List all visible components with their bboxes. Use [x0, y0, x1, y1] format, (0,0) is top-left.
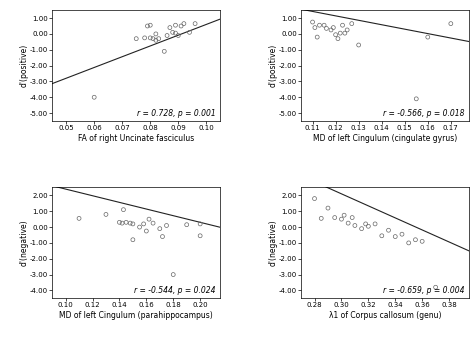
Point: [341, 31, 349, 36]
Point: [177, 23, 185, 29]
Point: [345, 220, 352, 226]
Point: [169, 272, 177, 277]
Y-axis label: d'(positive): d'(positive): [19, 44, 28, 87]
Point: [144, 23, 151, 29]
Point: [311, 25, 319, 30]
Point: [447, 21, 455, 26]
Point: [411, 237, 419, 242]
Point: [145, 216, 153, 222]
Point: [141, 35, 148, 41]
Point: [122, 220, 130, 225]
Point: [355, 42, 363, 48]
Point: [143, 228, 150, 234]
Point: [337, 31, 344, 36]
Point: [311, 196, 319, 201]
Y-axis label: d'(negative): d'(negative): [268, 220, 277, 266]
Text: r = -0.659, p = 0.004: r = -0.659, p = 0.004: [383, 286, 464, 295]
Point: [398, 232, 406, 237]
Point: [129, 221, 137, 226]
Point: [362, 221, 369, 226]
Y-axis label: d'(positive): d'(positive): [268, 44, 277, 87]
Y-axis label: d'(negative): d'(negative): [19, 220, 28, 266]
Point: [339, 22, 346, 28]
Point: [75, 216, 83, 221]
Point: [127, 220, 134, 226]
Point: [405, 240, 412, 246]
Point: [152, 38, 160, 43]
Point: [332, 32, 339, 37]
Point: [419, 239, 426, 244]
Point: [159, 234, 166, 239]
Point: [378, 233, 385, 239]
Point: [385, 227, 392, 233]
Point: [191, 21, 199, 26]
Point: [331, 215, 338, 220]
Point: [180, 21, 188, 26]
Point: [149, 220, 157, 226]
Point: [172, 22, 179, 28]
Point: [412, 96, 420, 102]
Point: [166, 25, 173, 30]
Point: [343, 27, 351, 33]
Point: [183, 222, 191, 227]
X-axis label: MD of left Cingulum (cingulate gyrus): MD of left Cingulum (cingulate gyrus): [313, 134, 457, 143]
Point: [172, 31, 179, 36]
Point: [132, 36, 140, 41]
Point: [358, 226, 365, 232]
Point: [365, 224, 372, 229]
Point: [320, 22, 328, 28]
Point: [161, 48, 168, 54]
Point: [163, 33, 171, 38]
Text: r = -0.566, p = 0.018: r = -0.566, p = 0.018: [383, 109, 464, 118]
Text: r = -0.544, p = 0.024: r = -0.544, p = 0.024: [134, 286, 215, 295]
Point: [149, 36, 157, 41]
Point: [119, 207, 127, 212]
Point: [392, 234, 399, 239]
Point: [186, 29, 193, 35]
Point: [169, 29, 176, 35]
Point: [136, 224, 144, 230]
Point: [196, 221, 204, 226]
Point: [129, 237, 137, 242]
Point: [163, 223, 170, 228]
Point: [323, 26, 330, 31]
Point: [118, 220, 126, 226]
Point: [337, 216, 345, 222]
Point: [102, 212, 110, 217]
Point: [351, 223, 359, 228]
Point: [327, 27, 335, 33]
Point: [318, 216, 325, 221]
X-axis label: FA of right Uncinate fasciculus: FA of right Uncinate fasciculus: [78, 134, 194, 143]
Point: [424, 34, 432, 40]
Point: [155, 36, 163, 41]
Point: [156, 226, 164, 232]
Point: [348, 215, 356, 220]
Point: [91, 95, 98, 100]
Point: [152, 31, 160, 37]
Point: [146, 22, 154, 28]
Point: [334, 36, 342, 41]
Point: [116, 220, 123, 225]
Point: [309, 19, 316, 25]
Point: [348, 21, 356, 26]
Point: [329, 25, 337, 30]
Point: [324, 205, 332, 211]
Point: [140, 221, 147, 226]
Point: [371, 221, 379, 226]
Point: [432, 284, 439, 290]
X-axis label: λ1 of Corpus callosum (genu): λ1 of Corpus callosum (genu): [329, 311, 441, 320]
Point: [174, 33, 182, 38]
Point: [196, 233, 204, 239]
Point: [340, 213, 348, 218]
X-axis label: MD of left Cingulum (parahippocampus): MD of left Cingulum (parahippocampus): [59, 311, 213, 320]
Point: [313, 34, 321, 40]
Point: [316, 22, 323, 28]
Text: r = 0.728, p = 0.001: r = 0.728, p = 0.001: [137, 109, 215, 118]
Point: [146, 35, 154, 41]
